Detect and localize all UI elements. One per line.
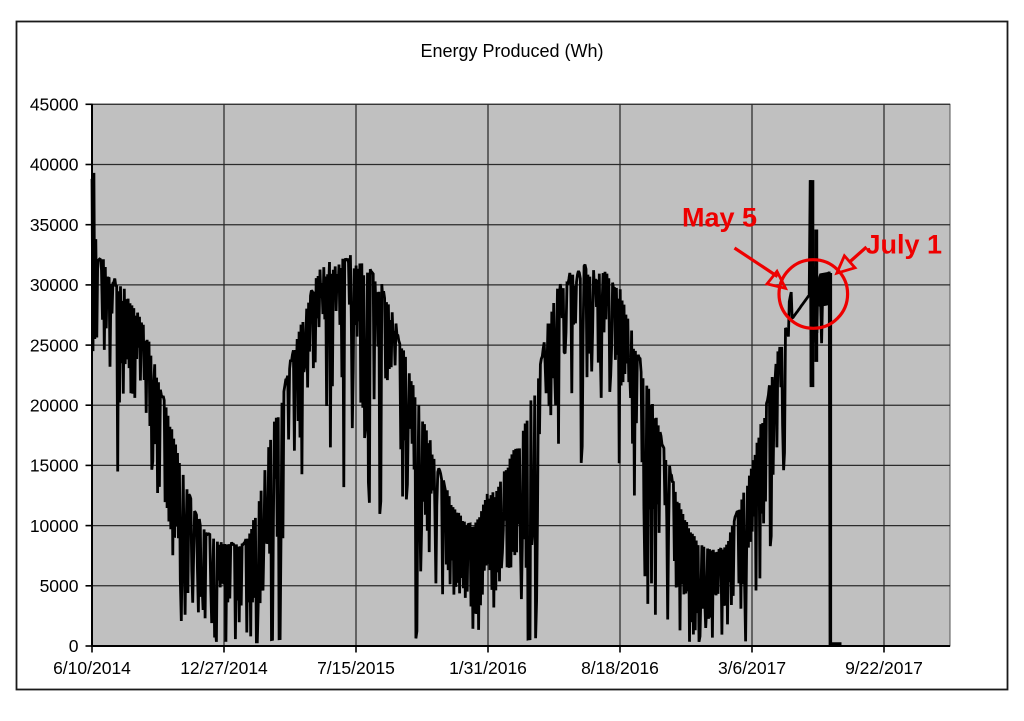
svg-text:1/31/2016: 1/31/2016 bbox=[449, 658, 527, 678]
svg-text:3/6/2017: 3/6/2017 bbox=[718, 658, 786, 678]
svg-text:45000: 45000 bbox=[30, 95, 79, 115]
svg-text:25000: 25000 bbox=[30, 335, 79, 355]
svg-text:40000: 40000 bbox=[30, 155, 79, 175]
svg-text:12/27/2014: 12/27/2014 bbox=[180, 658, 268, 678]
svg-text:May 5: May 5 bbox=[682, 203, 757, 233]
svg-text:30000: 30000 bbox=[30, 275, 79, 295]
svg-text:July 1: July 1 bbox=[866, 230, 943, 260]
svg-text:15000: 15000 bbox=[30, 456, 79, 476]
svg-text:Energy Produced (Wh): Energy Produced (Wh) bbox=[420, 41, 603, 61]
svg-text:8/18/2016: 8/18/2016 bbox=[581, 658, 659, 678]
svg-text:7/15/2015: 7/15/2015 bbox=[317, 658, 395, 678]
svg-text:10000: 10000 bbox=[30, 516, 79, 536]
svg-text:20000: 20000 bbox=[30, 395, 79, 415]
svg-text:5000: 5000 bbox=[40, 576, 79, 596]
svg-text:0: 0 bbox=[69, 636, 79, 656]
svg-text:9/22/2017: 9/22/2017 bbox=[845, 658, 923, 678]
svg-text:35000: 35000 bbox=[30, 215, 79, 235]
svg-text:6/10/2014: 6/10/2014 bbox=[53, 658, 131, 678]
